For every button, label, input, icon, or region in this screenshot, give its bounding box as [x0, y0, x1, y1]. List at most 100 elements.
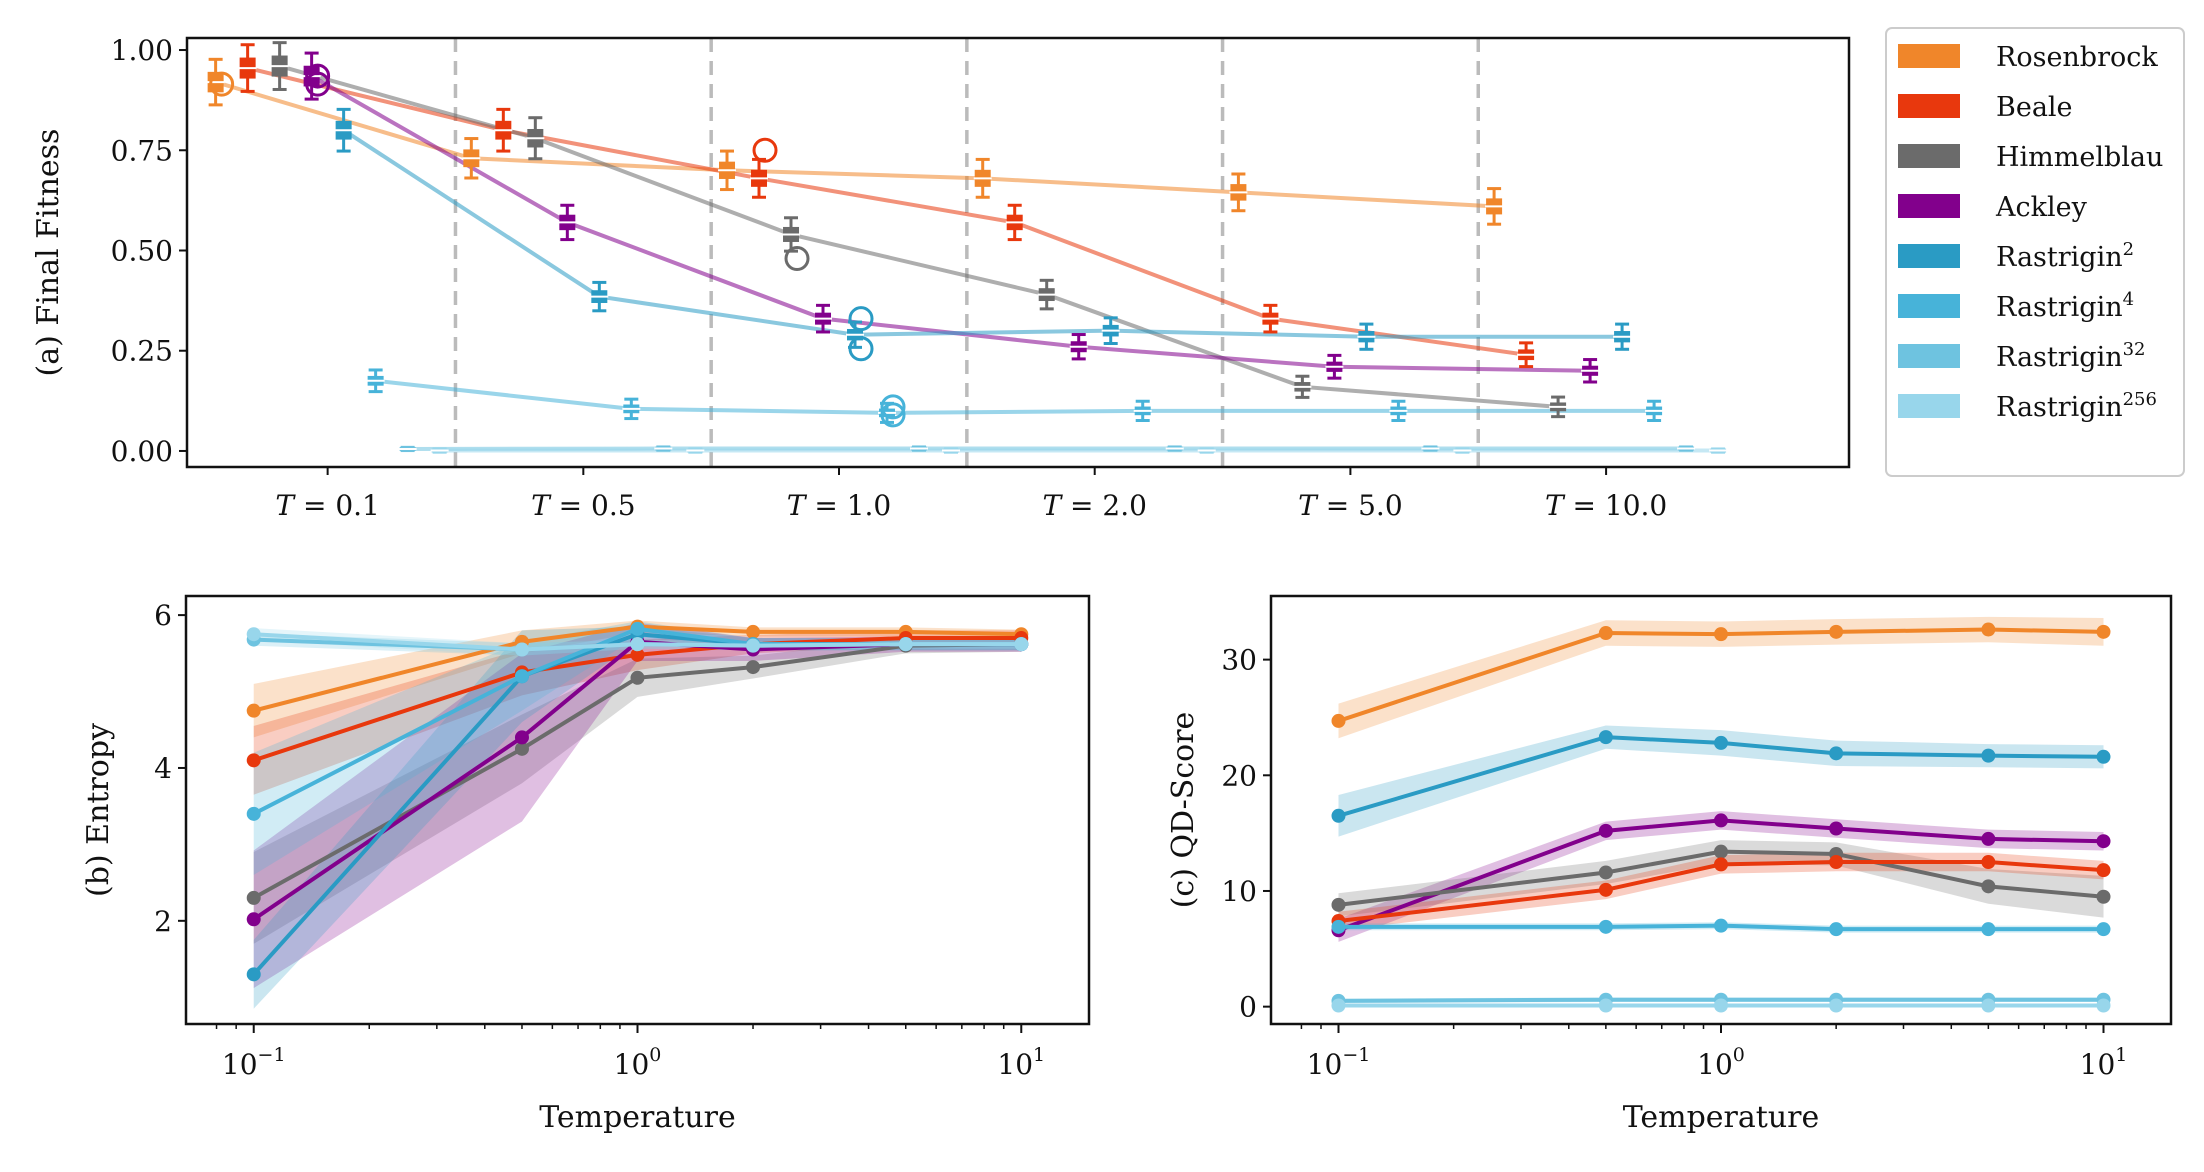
- point-rastrigin256: [514, 642, 529, 657]
- box-rastrigin4: [1389, 399, 1408, 422]
- box-rosenbrock: [973, 157, 992, 199]
- point-himmelblau: [630, 670, 645, 685]
- outlier-rastrigin2: [848, 336, 874, 362]
- point-rastrigin2: [246, 967, 261, 982]
- outlier-ackley: [305, 63, 331, 89]
- outlier-himmelblau: [784, 246, 810, 272]
- point-rastrigin256: [1981, 998, 1996, 1013]
- x-tick-base: 10: [1307, 1048, 1343, 1081]
- x-tick-label: 101: [2080, 1044, 2128, 1081]
- box-rastrigin2: [1101, 316, 1120, 346]
- x-tick-label: T = 10.0: [1545, 489, 1667, 522]
- x-tick-label: T = 5.0: [1298, 489, 1402, 522]
- x-tick-base: 10: [2080, 1048, 2116, 1081]
- legend-label-base: Beale: [1996, 92, 2073, 123]
- point-himmelblau: [1598, 865, 1613, 880]
- box-rastrigin256: [430, 447, 449, 454]
- y-tick-label: 0: [1239, 991, 1257, 1024]
- line-ackley: [1337, 818, 2104, 933]
- band-rastrigin4: [253, 621, 1022, 875]
- x-tick-label: T = 2.0: [1042, 489, 1146, 522]
- box-beale: [1517, 341, 1536, 369]
- point-rastrigin4: [1331, 919, 1346, 934]
- x-tick-label: 10−1: [1307, 1044, 1371, 1081]
- band-rosenbrock: [253, 620, 1022, 738]
- x-tick-base: 10: [614, 1048, 650, 1081]
- legend-entry-beale: Beale: [1898, 92, 2073, 123]
- x-tick-exp: −1: [1342, 1044, 1370, 1066]
- line-rosenbrock: [1337, 627, 2104, 723]
- outlier-rastrigin4: [880, 402, 906, 428]
- point-rastrigin2: [1829, 746, 1844, 761]
- point-beale: [1598, 882, 1613, 897]
- point-himmelblau: [514, 741, 529, 756]
- x-tick-label: 10−1: [222, 1044, 286, 1081]
- x-tick-label-var: T: [275, 489, 296, 522]
- point-rosenbrock: [746, 624, 761, 639]
- legend-swatch: [1898, 244, 1960, 268]
- outlier-rastrigin4: [880, 394, 906, 420]
- legend-label-sup: 2: [2123, 239, 2134, 260]
- point-rosenbrock: [1331, 713, 1346, 728]
- outlier-beale: [752, 137, 778, 163]
- x-tick-label-eq: = 5.0: [1317, 489, 1403, 522]
- x-tick-exp: 1: [1033, 1044, 1045, 1066]
- box-rastrigin2: [334, 107, 353, 153]
- x-axis-label: Temperature: [1623, 1100, 1820, 1135]
- x-tick-label-eq: = 10.0: [1564, 489, 1668, 522]
- panel-a: 0.000.250.500.751.00T = 0.1 T = 0.5 T = 1.…: [31, 34, 1851, 522]
- point-rastrigin256: [1598, 998, 1613, 1013]
- y-tick-label: 4: [154, 752, 172, 785]
- x-tick-label-eq: = 0.1: [294, 489, 380, 522]
- box-beale: [1005, 203, 1024, 242]
- y-tick-label: 20: [1221, 759, 1257, 792]
- x-tick-base: 10: [1697, 1048, 1733, 1081]
- box-ackley: [1325, 353, 1344, 380]
- line-rastrigin2: [1337, 735, 2104, 818]
- point-rastrigin2: [1598, 730, 1613, 745]
- point-ackley: [1714, 813, 1728, 828]
- point-himmelblau: [1981, 879, 1996, 894]
- legend-swatch: [1898, 194, 1960, 218]
- y-tick-label: 30: [1221, 644, 1257, 677]
- trend-line-rastrigin4: [375, 378, 1655, 415]
- legend-label: Rosenbrock: [1996, 42, 2158, 73]
- line-rosenbrock: [253, 624, 1022, 713]
- box-himmelblau: [270, 41, 289, 91]
- line-rastrigin4: [1338, 923, 2104, 932]
- point-rosenbrock: [1981, 622, 1996, 637]
- point-rastrigin2: [1714, 735, 1728, 750]
- legend-label: Himmelblau: [1996, 142, 2163, 173]
- legend-swatch: [1898, 394, 1960, 418]
- point-beale: [2096, 863, 2111, 878]
- box-rastrigin2: [590, 280, 609, 313]
- box-himmelblau: [526, 116, 545, 161]
- box-rastrigin4: [1645, 399, 1664, 422]
- legend-label: Rastrigin32: [1996, 339, 2146, 373]
- point-rastrigin256: [630, 637, 645, 652]
- point-rastrigin2: [1331, 808, 1346, 823]
- point-ackley: [1981, 831, 1996, 846]
- y-tick-label: 2: [154, 905, 172, 938]
- legend-swatch: [1898, 344, 1960, 368]
- outlier-ackley: [305, 71, 331, 97]
- legend-entry-rastrigin256: Rastrigin256: [1898, 389, 2157, 423]
- line-rastrigin256: [253, 632, 1022, 652]
- x-tick-label: T = 0.1: [275, 489, 379, 522]
- legend-label: Rastrigin2: [1996, 239, 2134, 273]
- point-beale: [1829, 855, 1844, 870]
- point-rosenbrock: [246, 703, 261, 718]
- box-rosenbrock: [206, 57, 225, 107]
- line-himmelblau: [1338, 849, 2104, 907]
- legend-label-sup: 256: [2123, 389, 2157, 410]
- x-tick-label-eq: = 2.0: [1061, 489, 1147, 522]
- legend-swatch: [1898, 144, 1960, 168]
- band-rastrigin2: [253, 626, 1022, 1009]
- point-rastrigin4: [2096, 922, 2111, 937]
- point-rastrigin4: [1598, 919, 1613, 934]
- point-rastrigin2: [2096, 749, 2111, 764]
- legend-entry-rastrigin32: Rastrigin32: [1898, 339, 2146, 373]
- legend-entry-rosenbrock: Rosenbrock: [1898, 42, 2158, 73]
- box-rastrigin32: [398, 445, 417, 453]
